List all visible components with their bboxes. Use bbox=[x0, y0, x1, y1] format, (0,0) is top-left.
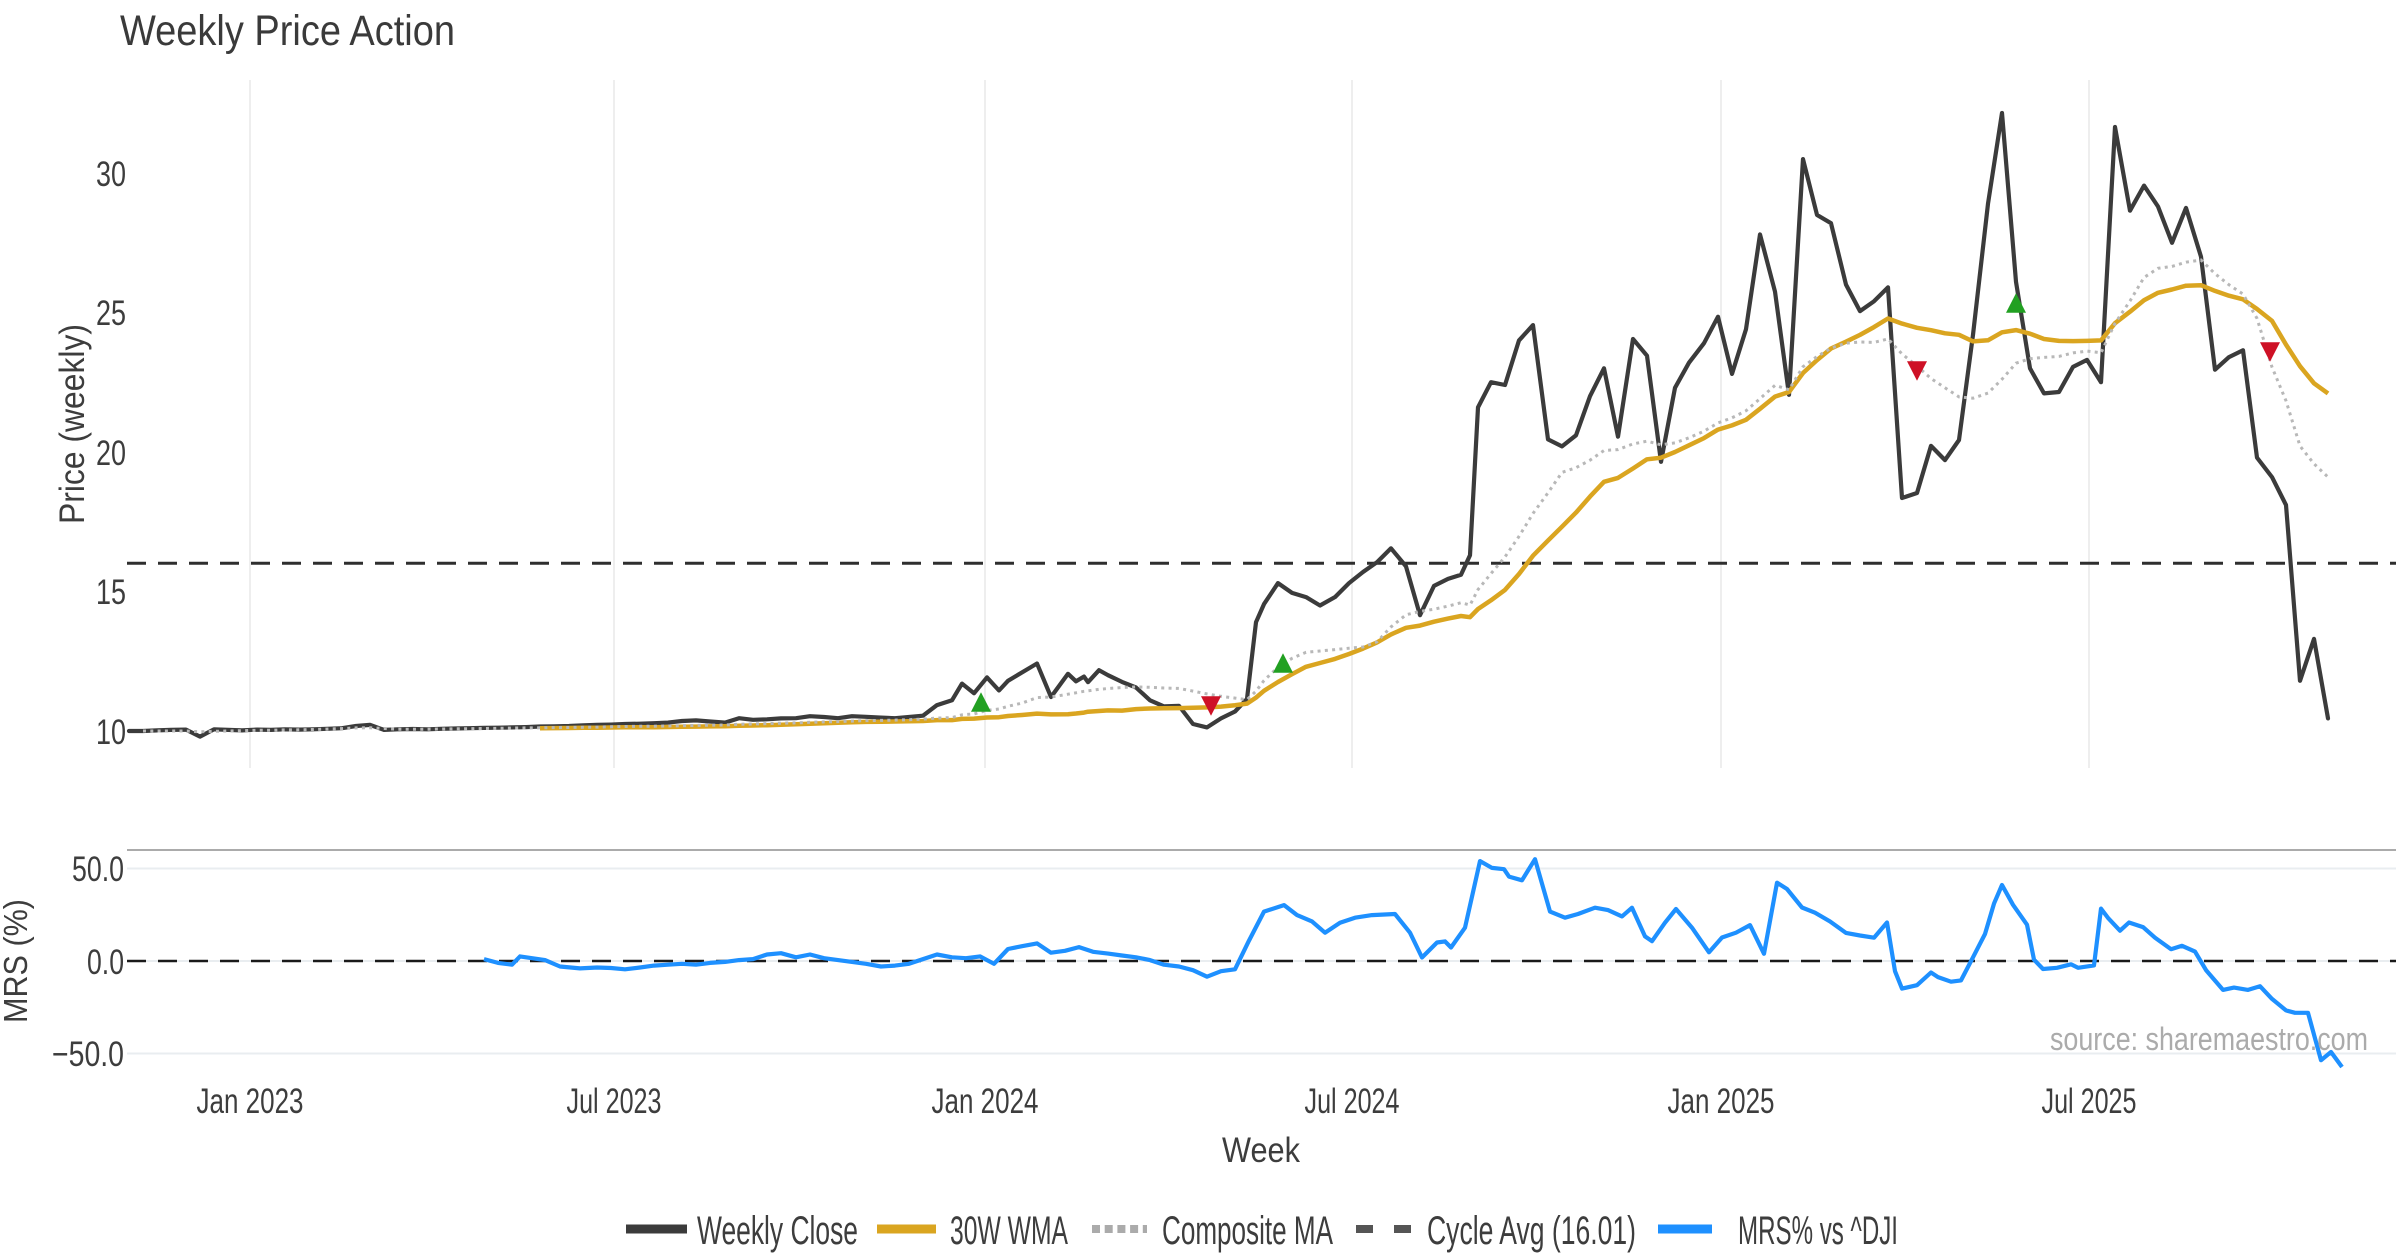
svg-text:Weekly Close: Weekly Close bbox=[697, 1209, 858, 1253]
svg-text:30W WMA: 30W WMA bbox=[950, 1209, 1068, 1253]
svg-text:50.0: 50.0 bbox=[72, 850, 124, 889]
svg-text:Cycle Avg (16.01): Cycle Avg (16.01) bbox=[1427, 1209, 1636, 1253]
svg-text:Jul 2023: Jul 2023 bbox=[567, 1082, 662, 1121]
svg-text:15: 15 bbox=[96, 573, 126, 612]
svg-text:MRS% vs ^DJI: MRS% vs ^DJI bbox=[1738, 1209, 1898, 1253]
svg-text:MRS (%): MRS (%) bbox=[0, 899, 34, 1023]
svg-text:−50.0: −50.0 bbox=[52, 1035, 124, 1074]
svg-text:Price (weekly): Price (weekly) bbox=[53, 324, 92, 524]
svg-text:20: 20 bbox=[96, 434, 126, 473]
svg-text:Jan 2025: Jan 2025 bbox=[1668, 1082, 1775, 1121]
svg-text:Jan 2023: Jan 2023 bbox=[197, 1082, 304, 1121]
svg-text:Composite MA: Composite MA bbox=[1162, 1209, 1333, 1253]
svg-text:10: 10 bbox=[96, 713, 126, 752]
svg-text:30: 30 bbox=[96, 155, 126, 194]
svg-text:Jan 2024: Jan 2024 bbox=[932, 1082, 1039, 1121]
svg-text:Weekly Price Action: Weekly Price Action bbox=[120, 7, 455, 55]
svg-text:Week: Week bbox=[1222, 1131, 1300, 1170]
svg-text:source: sharemaestro.com: source: sharemaestro.com bbox=[2050, 1021, 2368, 1057]
svg-text:0.0: 0.0 bbox=[87, 943, 124, 982]
svg-text:25: 25 bbox=[96, 294, 126, 333]
svg-text:Jul 2025: Jul 2025 bbox=[2042, 1082, 2137, 1121]
svg-text:Jul 2024: Jul 2024 bbox=[1305, 1082, 1400, 1121]
